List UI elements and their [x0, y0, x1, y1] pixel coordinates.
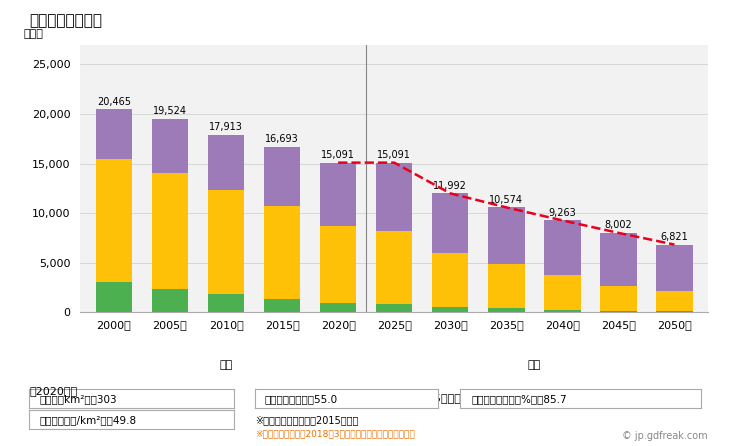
Bar [544, 275, 580, 310]
Text: 実績: 実績 [220, 360, 233, 370]
Text: 【2020年】: 【2020年】 [29, 386, 77, 396]
Bar [264, 147, 300, 206]
Bar [544, 220, 580, 275]
Bar [656, 291, 693, 311]
Bar [320, 303, 356, 312]
Bar [208, 294, 245, 312]
Bar [152, 289, 188, 312]
Text: ※昼夜間人口比率のみ2015年時点: ※昼夜間人口比率のみ2015年時点 [255, 415, 359, 425]
Bar [208, 135, 245, 190]
Bar [544, 310, 580, 312]
Text: 平均年齢（歳）　55.0: 平均年齢（歳） 55.0 [264, 394, 338, 404]
Text: 昼夜間人口比率（%）　85.7: 昼夜間人口比率（%） 85.7 [472, 394, 567, 404]
Bar [488, 308, 525, 312]
Text: 20,465: 20,465 [97, 97, 131, 107]
Bar [320, 163, 356, 226]
Bar [208, 190, 245, 294]
Text: 15,091: 15,091 [321, 150, 355, 160]
Bar [376, 304, 412, 312]
Text: 予測: 予測 [528, 360, 541, 370]
Bar [376, 231, 412, 304]
Bar [488, 207, 525, 264]
Bar [656, 244, 693, 291]
Bar [96, 159, 132, 282]
Bar [96, 282, 132, 312]
Bar [432, 194, 469, 252]
Bar [432, 307, 469, 312]
Bar [264, 299, 300, 312]
Bar [376, 163, 412, 231]
Text: 9,263: 9,263 [548, 208, 576, 218]
Bar [152, 119, 188, 173]
Bar [320, 226, 356, 303]
Bar [432, 252, 469, 307]
Text: 19,524: 19,524 [153, 106, 187, 116]
Text: 人口密度（人/km²）　49.8: 人口密度（人/km²） 49.8 [39, 415, 137, 425]
Bar [488, 264, 525, 308]
Text: 6,821: 6,821 [661, 232, 688, 242]
Text: 17,913: 17,913 [209, 122, 243, 132]
Text: ※図中の点線は前回2018年3月公表の「将来人口推計」の値: ※図中の点線は前回2018年3月公表の「将来人口推計」の値 [255, 429, 415, 438]
Bar [600, 310, 637, 312]
Text: © jp.gdfreak.com: © jp.gdfreak.com [623, 431, 708, 441]
Bar [600, 285, 637, 310]
Bar [152, 173, 188, 289]
Bar [656, 311, 693, 312]
Text: 10,574: 10,574 [489, 195, 523, 205]
Text: 11,992: 11,992 [434, 181, 467, 191]
Text: 15,091: 15,091 [377, 150, 411, 160]
Text: 8,002: 8,002 [604, 220, 632, 231]
Text: 総面積（km²）　303: 総面積（km²） 303 [39, 394, 117, 404]
Bar [600, 233, 637, 285]
Bar [96, 109, 132, 159]
Text: 16,693: 16,693 [265, 134, 299, 144]
Bar [264, 206, 300, 299]
Text: （人）: （人） [24, 29, 44, 39]
Legend: 0～14歳, 15～64歳, 65歳以上, 年齢不詳: 0～14歳, 15～64歳, 65歳以上, 年齢不詳 [269, 392, 520, 403]
Text: 洋野町の人口推移: 洋野町の人口推移 [29, 13, 102, 29]
